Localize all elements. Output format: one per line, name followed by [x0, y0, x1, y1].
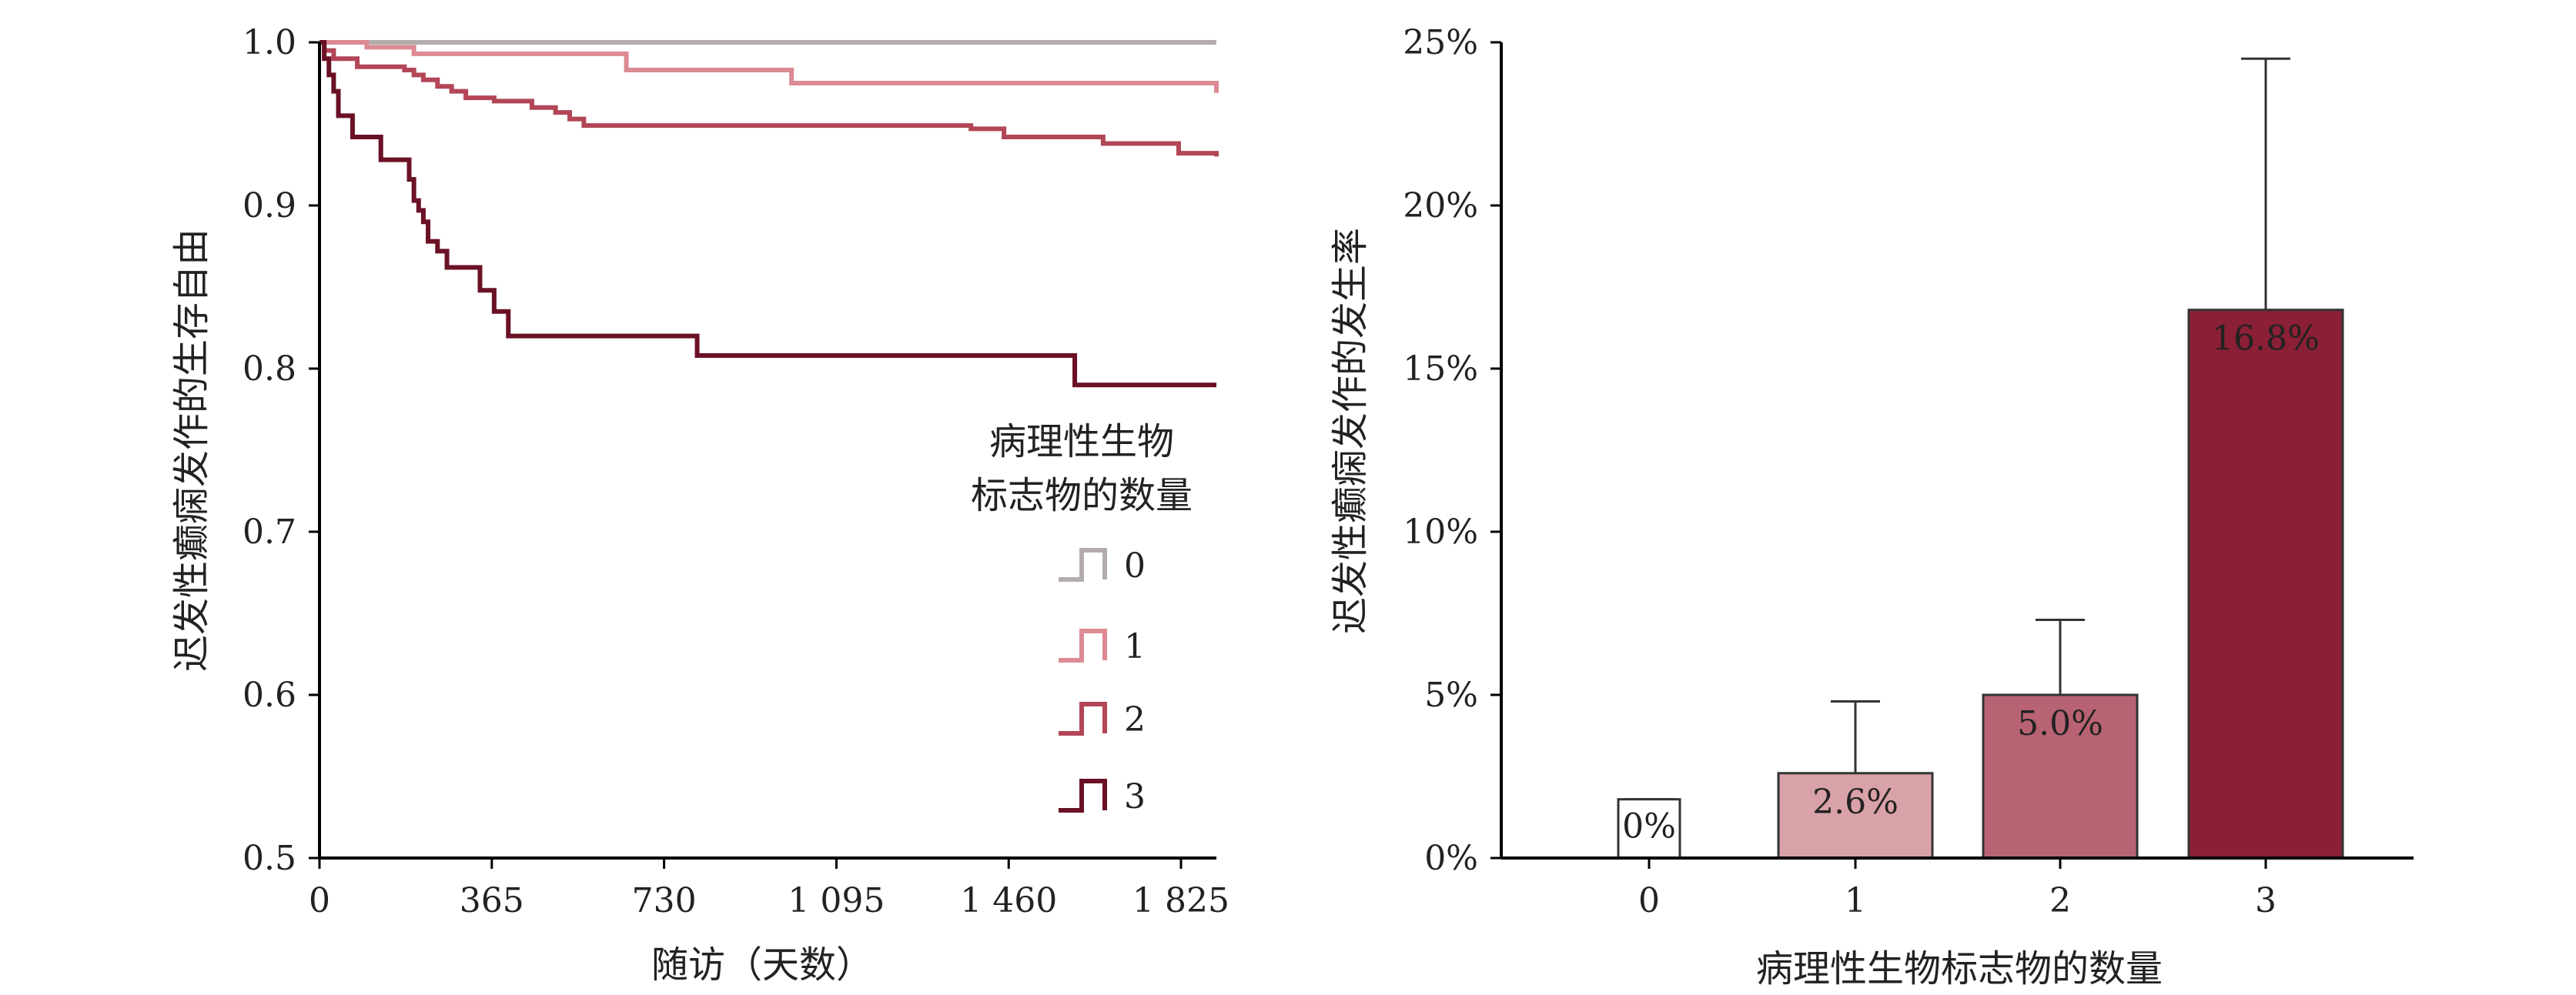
- km-series-line-1: [319, 40, 1219, 93]
- legend-label-2: 2: [1124, 700, 1146, 740]
- bar-value-label-3: 16.8%: [2212, 319, 2320, 359]
- km-series-line-3: [319, 40, 1216, 388]
- bar-y-tick-label: 25%: [1403, 23, 1478, 62]
- km-x-tick-label: 365: [460, 881, 524, 920]
- km-y-tick-label: 1.0: [243, 23, 296, 62]
- km-plot-area: [319, 40, 1219, 388]
- bar-2: [1982, 693, 2139, 860]
- bar-1: [1777, 772, 1934, 860]
- km-x-tick-label: 730: [632, 881, 697, 920]
- legend-label-1: 1: [1124, 627, 1146, 666]
- bar-ticks: 0% 5% 10% 15% 20% 25% 0 1 2 3: [1403, 23, 2277, 920]
- bar-x-tick-label: 0: [1638, 881, 1660, 920]
- bar-value-label-1: 2.6%: [1812, 783, 1899, 822]
- km-legend-items: 0 1 2 3: [1059, 546, 1146, 816]
- legend-swatch-0: [1059, 548, 1107, 582]
- km-y-axis-title: 迟发性癫痫发作的生存自由: [170, 229, 213, 672]
- bar-y-axis-title: 迟发性癫痫发作的发生率: [1329, 228, 1372, 634]
- km-x-tick-label: 0: [309, 881, 330, 920]
- legend-swatch-1: [1059, 629, 1107, 663]
- bar-value-label-2: 5.0%: [2017, 704, 2103, 743]
- km-series-line-2: [319, 40, 1219, 157]
- km-y-tick-label: 0.7: [243, 513, 296, 552]
- bar-value-label-0: 0%: [1622, 807, 1676, 846]
- bar-3: [2187, 309, 2344, 860]
- km-ticks: 0.5 0.6 0.7 0.8 0.9 1.0 0 365 730 1 095 1 460 1 825: [243, 23, 1229, 920]
- km-x-axis-title: 随访（天数）: [651, 943, 873, 987]
- bar-x-tick-label: 1: [1845, 881, 1866, 920]
- bar-y-tick-label: 5%: [1424, 676, 1478, 715]
- bar-y-tick-label: 15%: [1403, 349, 1478, 389]
- legend-swatch-2: [1059, 702, 1107, 736]
- legend-label-0: 0: [1124, 546, 1146, 586]
- km-x-tick-label: 1 825: [1132, 881, 1229, 920]
- bar-x-tick-label: 3: [2255, 881, 2277, 920]
- km-x-tick-label: 1 095: [788, 881, 885, 920]
- km-y-tick-label: 0.9: [243, 186, 296, 225]
- legend-swatch-3: [1059, 779, 1107, 813]
- bar-chart: 0% 2.6% 5.0% 16.8% 0% 5% 10% 15% 20% 25% 0 1 2 3 迟发性…: [1329, 23, 2414, 990]
- km-x-tick-label: 1 460: [960, 881, 1057, 920]
- legend-label-3: 3: [1124, 777, 1146, 816]
- km-y-tick-label: 0.8: [243, 349, 296, 389]
- bar-plot-area: 0% 2.6% 5.0% 16.8%: [1617, 57, 2344, 860]
- bar-y-tick-label: 0%: [1424, 839, 1478, 878]
- km-y-tick-label: 0.5: [243, 839, 296, 878]
- bar-y-tick-label: 20%: [1403, 186, 1478, 225]
- km-chart: 0.5 0.6 0.7 0.8 0.9 1.0 0 365 730 1 095 1 460 1 825…: [170, 23, 1229, 987]
- legend-title-line-2: 标志物的数量: [971, 474, 1193, 517]
- legend-title-line-1: 病理性生物: [989, 420, 1174, 463]
- bar-y-tick-label: 10%: [1403, 513, 1478, 552]
- bar-x-tick-label: 2: [2049, 881, 2071, 920]
- bar-x-axis-title: 病理性生物标志物的数量: [1756, 947, 2163, 990]
- km-y-tick-label: 0.6: [243, 676, 296, 715]
- km-legend: 病理性生物 标志物的数量 0 1 2 3: [971, 420, 1193, 816]
